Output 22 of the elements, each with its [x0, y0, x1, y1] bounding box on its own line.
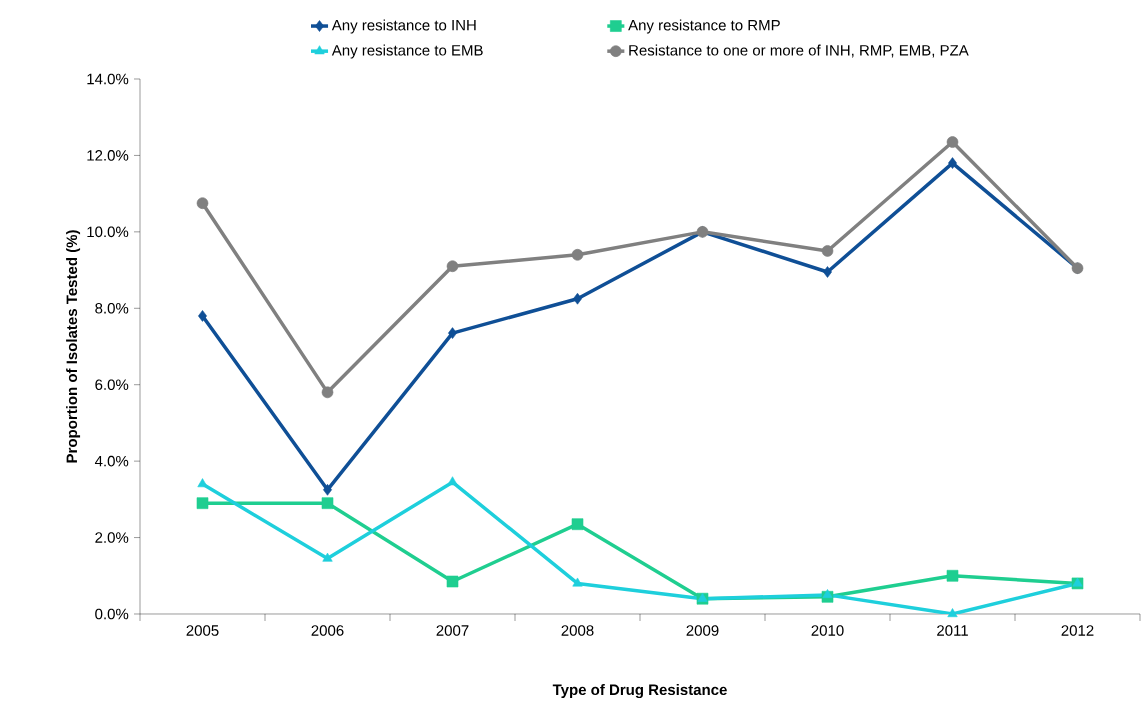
y-axis-title: Proportion of Isolates Tested (%) — [66, 230, 81, 463]
x-tick-label: 2011 — [937, 625, 968, 636]
x-tick-label: 2008 — [561, 625, 594, 636]
x-axis-title: Type of Drug Resistance — [552, 684, 727, 699]
y-tick-label: 8.0% — [95, 302, 129, 314]
y-tick-label: 6.0% — [95, 379, 129, 391]
x-tick-label: 2005 — [186, 625, 219, 636]
y-tick-label: 4.0% — [94, 455, 129, 467]
x-tick-label: 2012 — [1061, 625, 1094, 636]
y-tick-label: 12.0% — [87, 150, 129, 161]
x-tick-label: 2007 — [436, 625, 469, 636]
x-tick-label: 2009 — [686, 625, 719, 636]
legend-label: Any resistance to EMB — [331, 44, 483, 59]
x-tick-label: 2010 — [811, 625, 844, 636]
legend-label: Any resistance to RMP — [628, 19, 780, 34]
y-tick-label: 14.0% — [87, 73, 129, 85]
y-tick-label: 0.0% — [95, 608, 129, 620]
x-tick-label: 2006 — [311, 625, 344, 636]
y-tick-label: 2.0% — [95, 532, 129, 543]
legend-label: Any resistance to INH — [331, 19, 476, 34]
legend-label: Resistance to one or more of INH, RMP, EMB, PZA — [629, 44, 969, 58]
y-tick-label: 10.0% — [87, 226, 129, 238]
